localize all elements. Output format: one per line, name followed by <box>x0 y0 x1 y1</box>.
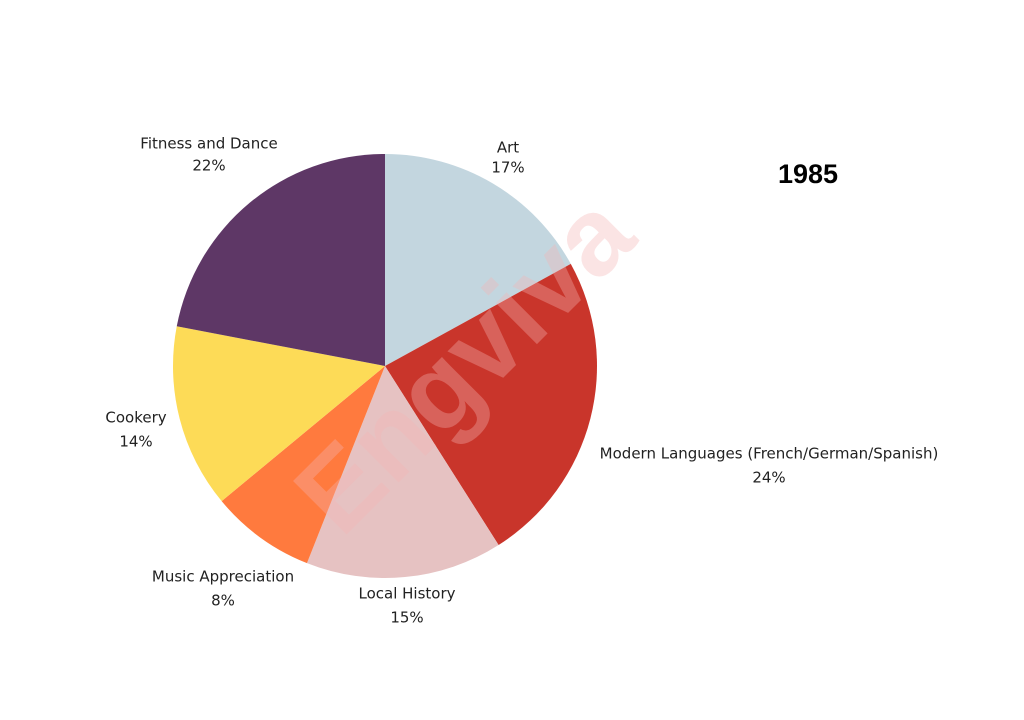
pie-slice <box>306 366 499 578</box>
slice-value-label: 22% <box>192 157 225 175</box>
slice-value-label: 24% <box>752 469 785 487</box>
pie-slice <box>385 154 571 366</box>
slice-label: Local History <box>358 585 455 603</box>
slice-label: Art <box>497 139 519 157</box>
slice-label: Music Appreciation <box>152 568 294 586</box>
pie-slice <box>385 263 597 545</box>
slice-value-label: 8% <box>211 592 235 610</box>
slice-value-label: 17% <box>491 159 524 177</box>
slice-label: Cookery <box>105 409 166 427</box>
pie-slice <box>172 326 385 502</box>
pie-slice <box>221 366 385 564</box>
slice-label: Fitness and Dance <box>140 135 277 153</box>
slice-label: Modern Languages (French/German/Spanish) <box>600 445 939 463</box>
slice-value-label: 14% <box>119 433 152 451</box>
pie-slice <box>176 154 385 366</box>
slices <box>172 154 597 578</box>
slice-value-label: 15% <box>390 609 423 627</box>
chart-title: 1985 <box>778 159 838 189</box>
